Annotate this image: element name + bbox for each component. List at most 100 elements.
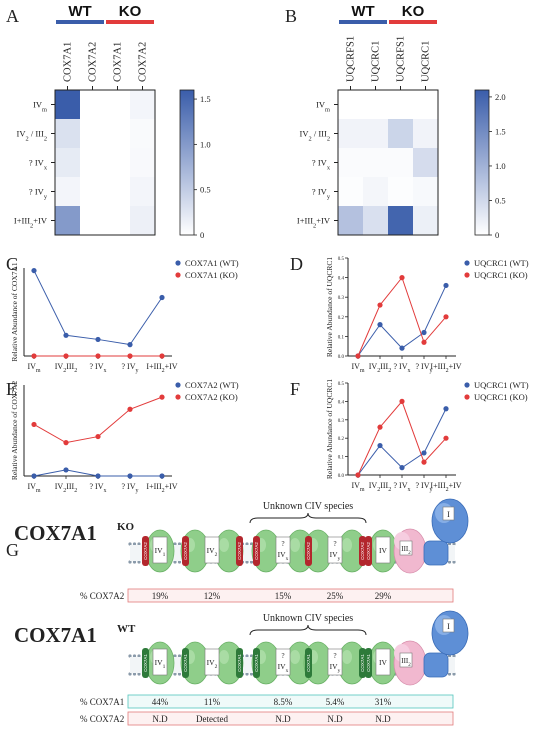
x-tick-label: I+III2+IV [430, 362, 461, 374]
complex-question: ? [333, 540, 336, 548]
column-label: UQCRFS1 [346, 36, 357, 82]
heat-cell [55, 206, 81, 236]
data-point [95, 473, 101, 479]
complex-i-box [442, 618, 455, 633]
heat-cell [55, 177, 81, 207]
percent-row-label: % COX7A2 [80, 591, 124, 601]
heat-cell [80, 148, 106, 178]
column-label: COX7A2 [138, 42, 149, 82]
heat-cell [105, 148, 131, 178]
cox7a2-unit [182, 536, 189, 566]
cox7a2-unit [365, 536, 372, 566]
lipid-dot [132, 560, 137, 564]
x-tick-label: IVm [351, 362, 364, 374]
row-label: ? IVy [29, 187, 48, 201]
cox7a2-unit [142, 536, 149, 566]
lipid-dot [452, 672, 456, 676]
row-label: IVm [316, 100, 330, 114]
heat-cell [363, 148, 389, 178]
data-point [377, 442, 383, 449]
data-point [95, 433, 101, 440]
heat-cell [388, 177, 414, 207]
legend-label: COX7A2 (WT) [185, 380, 239, 390]
cox7a2-unit-label: COX7A2 [183, 542, 188, 560]
complex-label-box [327, 648, 343, 676]
group-label-wt: WT [351, 3, 374, 20]
lipid-dot [249, 672, 254, 676]
data-point [399, 465, 405, 471]
cox7a1-unit-label: COX7A1 [143, 654, 148, 672]
complex-i-label: I [447, 510, 450, 519]
lipid-dot [249, 560, 254, 564]
legend-label: UQCRC1 (KO) [474, 270, 528, 280]
heat-cell [80, 90, 106, 120]
x-tick-label: ? IVy [415, 362, 432, 374]
heat-cell [388, 119, 414, 149]
y-tick-label: 0.4 [338, 400, 345, 405]
heat-cell [338, 148, 364, 178]
legend-marker [464, 272, 470, 278]
row-label: I+III2+IV [14, 216, 48, 230]
cox7a1-unit [365, 648, 372, 678]
complex-label-box [375, 648, 391, 676]
heat-cell [80, 119, 106, 149]
lipid-dot [245, 542, 249, 546]
unknown-species-label: Unknown CIV species [263, 501, 353, 512]
percent-value: N.D [275, 714, 291, 724]
data-point [377, 302, 383, 308]
colorbar [179, 89, 195, 236]
complex-label-box [204, 536, 220, 564]
x-tick-label: I+III2+IV [146, 362, 177, 374]
heat-cell [105, 90, 131, 120]
lipid-dot [132, 672, 137, 676]
heat-cell [338, 206, 364, 236]
data-point [421, 329, 427, 336]
column-label: UQCRC1 [421, 41, 432, 82]
y-axis-label: Relative Abundance of UQCRC1 [325, 379, 334, 479]
lipid-dot [173, 542, 177, 546]
lipid-dot [128, 672, 132, 676]
complex-label: IVx [278, 662, 289, 674]
lipid-dot [452, 654, 456, 658]
legend-marker [464, 382, 470, 388]
percent-value: 8.5% [274, 697, 293, 707]
colorbar-tick-label: 1.0 [495, 161, 506, 171]
civ-subunit-shade [219, 650, 229, 664]
wt-title: COX7A1 [14, 623, 97, 647]
legend-label: COX7A1 (KO) [185, 270, 238, 280]
cox7a1-unit-label: COX7A1 [360, 654, 365, 672]
heat-cell [80, 206, 106, 236]
y-tick-label: 0.1 [338, 456, 345, 461]
civ-subunit-shade [290, 650, 300, 664]
complex-label: IV1 [155, 658, 166, 670]
data-point [127, 353, 133, 359]
line-chart-e: Relative Abundance of COX7A2 IVm IV2III2 ? … [10, 380, 239, 494]
complex-label-box [275, 648, 291, 676]
heat-cell [105, 177, 131, 207]
complex-iii-label: III2 [401, 545, 411, 556]
heat-cell [130, 177, 156, 207]
ko-superscript: KO [117, 521, 135, 533]
heat-cell [363, 206, 389, 236]
line-chart-d: 0.0 0.1 0.2 0.3 0.4 0.5 Relative Abundance of … [325, 257, 529, 374]
legend-label: UQCRC1 (WT) [474, 380, 529, 390]
data-point [95, 353, 101, 359]
unknown-species-label: Unknown CIV species [263, 613, 353, 624]
complex-label-box [375, 536, 391, 564]
heat-cell [80, 177, 106, 207]
legend-marker [175, 394, 181, 400]
percent-value: 5.4% [326, 697, 345, 707]
cox7a2-unit-label: COX7A2 [143, 542, 148, 560]
complex-i-membrane-arm [423, 540, 449, 566]
complex-label: IV2 [207, 546, 218, 558]
y-tick-label: 0.0 [338, 474, 345, 479]
cox7a1-unit [359, 648, 366, 678]
lipid-dot [177, 560, 182, 564]
column-label: UQCRC1 [371, 41, 382, 82]
group-bar-ko [389, 20, 437, 24]
ko-title: COX7A1 [14, 521, 97, 545]
data-point [421, 339, 427, 345]
x-tick-label: ? IVy [415, 481, 432, 493]
